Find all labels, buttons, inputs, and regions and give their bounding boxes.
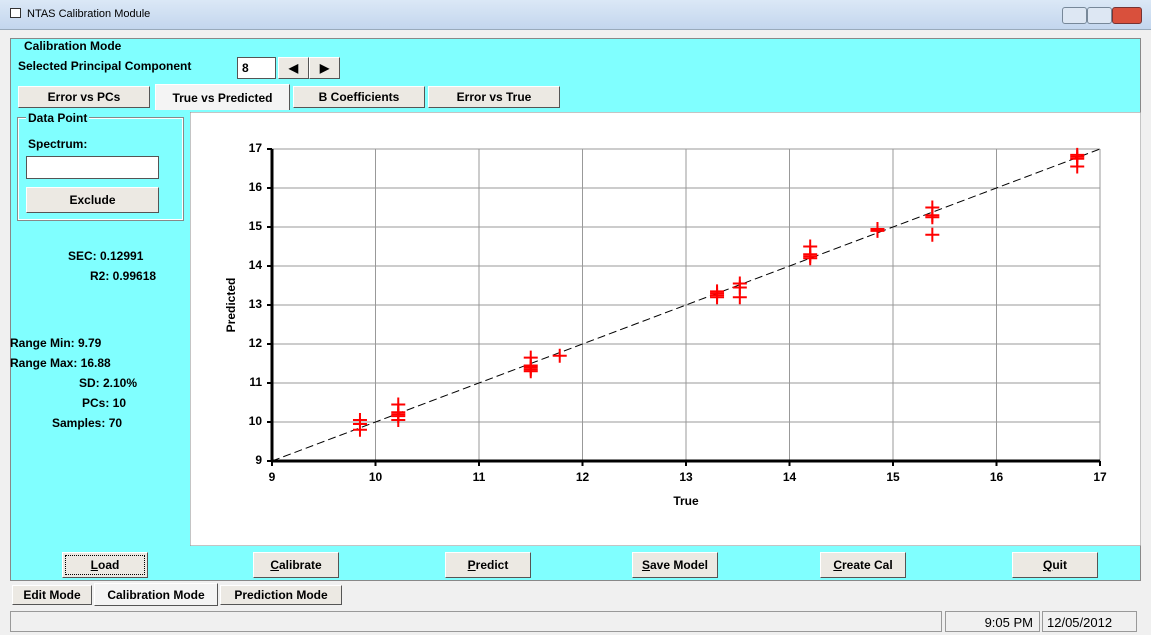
spectrum-input[interactable] [26,156,159,179]
action-button-text: Save Model [641,558,709,572]
maximize-button[interactable] [1087,7,1112,24]
status-time: 9:05 PM [945,611,1040,632]
mode-tab-text: Edit Mode [23,588,81,602]
data-point [710,290,725,305]
stat: SD: 2.10% [79,376,138,390]
x-tick-label: 11 [473,470,486,484]
pc-label: Selected Principal Component [18,59,192,73]
data-point [732,290,747,305]
action-button[interactable]: Save Model [632,552,718,578]
data-point [925,210,940,225]
mode-tab[interactable]: Calibration Mode [94,583,218,606]
action-button-text: Create Cal [833,558,893,572]
x-axis-label: True [673,494,699,508]
data-point [1070,159,1085,174]
data-point [870,223,885,238]
y-tick-label: 15 [249,219,263,233]
action-button-text: Calibrate [270,558,322,572]
action-button-text: Quit [1042,558,1067,572]
group-title: Calibration Mode [24,39,122,53]
title-bar: NTAS Calibration Module [0,0,1151,30]
pc-input[interactable]: 8 [237,57,276,79]
stat: PCs: 10 [82,396,127,410]
stat: SEC: 0.12991 [68,249,144,263]
app-icon [10,8,21,18]
action-button-text: Load [90,558,120,572]
chart: True Predicted 9 10 11 12 13 14 15 16 17 9 10 11 12 1… [190,112,1141,546]
stat: R2: 0.99618 [90,269,157,283]
data-point [391,413,406,428]
stat: Range Max: 16.88 [10,356,111,370]
x-tick-label: 14 [783,470,797,484]
minimize-button[interactable] [1062,7,1087,24]
y-tick-label: 14 [249,258,263,272]
data-point-group [17,117,184,221]
chart-tab[interactable]: B Coefficients [293,86,425,108]
x-tick-label: 17 [1093,470,1107,484]
x-tick-label: 12 [576,470,590,484]
x-tick-label: 10 [369,470,383,484]
chart-tab[interactable]: True vs Predicted [155,84,290,110]
data-point [925,227,940,242]
y-tick-label: 12 [249,336,263,350]
chart-tab-text: Error vs PCs [47,90,121,104]
chart-tab-text: True vs Predicted [172,90,273,105]
close-button[interactable] [1112,7,1142,24]
mode-tab-text: Calibration Mode [107,587,205,602]
y-axis-label: Predicted [224,278,238,333]
y-tick-label: 17 [249,141,263,155]
x-tick-label: 16 [990,470,1004,484]
window-title: NTAS Calibration Module [27,8,151,20]
action-button[interactable]: Create Cal [820,552,906,578]
mode-tab[interactable]: Prediction Mode [220,585,342,605]
exclude-button[interactable]: Exclude [26,187,159,213]
data-point [803,251,818,266]
chart-tab-text: B Coefficients [318,90,400,104]
chart-tab[interactable]: Error vs PCs [18,86,150,108]
prev-button[interactable]: ◀ [278,57,309,79]
stat: Samples: 70 [52,416,123,430]
y-tick-label: 16 [249,180,263,194]
action-button[interactable]: Predict [445,552,531,578]
y-tick-label: 10 [249,414,263,428]
data-point [552,348,567,363]
status-date: 12/05/2012 [1042,611,1137,632]
status-pane [10,611,942,632]
y-tick-label: 13 [249,297,263,311]
data-point [523,364,538,379]
stat: Range Min: 9.79 [10,336,102,350]
x-tick-label: 13 [679,470,693,484]
spectrum-label: Spectrum: [28,137,88,151]
action-button[interactable]: Load [62,552,148,578]
mode-tab[interactable]: Edit Mode [12,585,92,605]
data-point [352,422,367,437]
plot-background [190,112,1141,546]
next-button[interactable]: ▶ [309,57,340,79]
chart-tab[interactable]: Error vs True [428,86,560,108]
x-tick-label: 15 [886,470,900,484]
group-title: Data Point [26,111,90,125]
x-tick-label: 9 [269,470,276,484]
y-tick-label: 11 [249,375,262,389]
action-button[interactable]: Calibrate [253,552,339,578]
action-button[interactable]: Quit [1012,552,1098,578]
y-tick-label: 9 [255,453,262,467]
action-button-text: Predict [467,558,509,572]
chart-tab-text: Error vs True [456,90,532,104]
mode-tab-text: Prediction Mode [234,588,328,602]
reference-line [271,148,1101,462]
